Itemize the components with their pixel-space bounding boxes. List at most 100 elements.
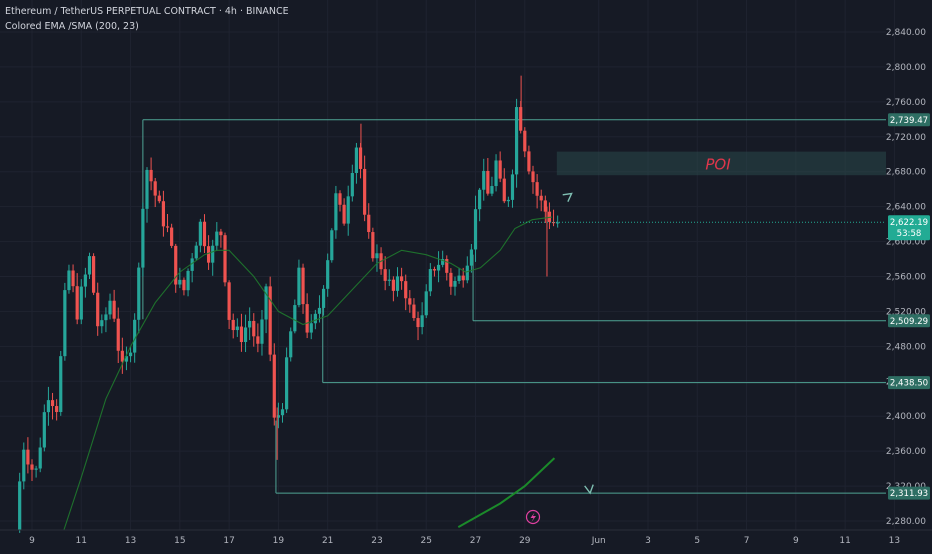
candle-body (506, 199, 510, 202)
candle-body (165, 226, 170, 228)
candle-body (256, 336, 260, 344)
projection-arrowhead-down (584, 484, 594, 495)
last-price-tag-bg (888, 215, 930, 241)
level-price-tag-bg (888, 486, 930, 500)
y-tick-label: 2,600.00 (886, 238, 926, 248)
event-marker[interactable] (525, 509, 541, 525)
candle-body (96, 292, 100, 327)
candle-body (465, 265, 469, 281)
candle-body (26, 449, 30, 465)
x-tick-label: 11 (76, 536, 87, 546)
candle-body (161, 201, 166, 227)
projection-arrowhead-up (562, 192, 573, 203)
level-price-tag-bg (888, 314, 930, 328)
candle-body (223, 235, 227, 283)
candle-body (383, 269, 387, 281)
candle-body (137, 267, 141, 320)
candle-body (510, 174, 515, 200)
y-tick-label: 2,640.00 (886, 203, 926, 213)
candle-body (469, 249, 474, 266)
candle-body (334, 193, 338, 231)
candle-body (424, 291, 428, 316)
candle-body (556, 222, 560, 224)
candle-body (194, 245, 198, 259)
candle-body (38, 447, 42, 469)
chart-legend: Ethereum / TetherUS PERPETUAL CONTRACT ·… (5, 4, 289, 34)
time-axis[interactable]: 9 11 13 15 17 19 21 23 25 27 29 Jun 3 5 7 9 11 13 (0, 529, 932, 546)
candle-body (133, 319, 137, 353)
candle-body (157, 195, 161, 202)
candle-body (395, 276, 400, 291)
candle-body (268, 286, 272, 355)
y-tick-label: 2,800.00 (886, 63, 926, 73)
candle-body (100, 320, 104, 327)
x-tick-label: 3 (645, 536, 651, 546)
candle-body (116, 318, 120, 351)
candle-body (272, 354, 276, 418)
candle-body (498, 160, 502, 179)
y-tick-label: 2,560.00 (886, 273, 926, 283)
candle-body (375, 253, 379, 259)
candle-body (539, 195, 543, 201)
candle-body (473, 209, 478, 250)
y-tick-label: 2,760.00 (886, 98, 926, 108)
candle-body (502, 178, 506, 202)
candle-body (211, 245, 215, 263)
candle-body (478, 189, 482, 210)
candle-body (174, 245, 178, 285)
candle-body (301, 267, 305, 305)
x-tick-label: 11 (839, 536, 850, 546)
x-tick-label: 7 (744, 536, 750, 546)
candle-body (198, 221, 202, 246)
x-tick-label: 27 (470, 536, 481, 546)
candle-body (313, 313, 317, 324)
y-tick-label: 2,680.00 (886, 168, 926, 178)
candle-body (326, 260, 330, 289)
y-tick-label: 2,840.00 (886, 28, 926, 38)
price-axis[interactable]: 2,840.00 2,800.00 2,760.00 2,720.00 2,680.00… (886, 28, 926, 527)
lightning-icon[interactable] (525, 509, 541, 525)
candle-body (55, 406, 59, 412)
candle-body (543, 200, 547, 212)
candle-body (170, 227, 174, 246)
candle-body (387, 279, 391, 281)
candle-body (527, 151, 531, 172)
symbol-title[interactable]: Ethereum / TetherUS PERPETUAL CONTRACT ·… (5, 6, 289, 17)
candle-body (297, 267, 301, 306)
indicator-title[interactable]: Colored EMA /SMA (200, 23) (5, 21, 139, 32)
candle-body (547, 211, 552, 223)
x-tick-label: 13 (889, 536, 900, 546)
x-tick-label: 19 (273, 536, 285, 546)
candle-body (354, 147, 359, 174)
candle-body (215, 231, 219, 246)
candle-body (305, 304, 309, 333)
price-labels: 2,739.47 2,509.29 2,438.50 2,311.93 2,622.19… (520, 113, 930, 500)
y-tick-label: 2,360.00 (886, 447, 926, 457)
candle-body (71, 270, 75, 287)
candle-body (59, 356, 63, 412)
x-tick-label: 25 (421, 536, 432, 546)
level-price-tag-bg (888, 376, 930, 390)
candle-body (120, 350, 124, 362)
candle-body (408, 298, 412, 305)
candle-body (342, 204, 346, 224)
candle-body (391, 279, 395, 291)
candle-body (432, 269, 437, 271)
candle-body (317, 307, 322, 314)
lightning-bolt (530, 512, 536, 522)
candle-body (494, 160, 498, 187)
candle-body (239, 326, 244, 343)
x-tick-label: 23 (371, 536, 382, 546)
candle-body (367, 214, 371, 233)
x-tick-label: 17 (223, 536, 234, 546)
candle-body (519, 107, 523, 131)
candle-body (400, 276, 404, 282)
level-price-tag-bg (888, 113, 930, 127)
poi-zone: POI (556, 151, 886, 176)
candle-body (92, 256, 96, 293)
poi-rect (556, 151, 886, 176)
candle-body (330, 230, 334, 261)
candle-body (461, 275, 465, 281)
